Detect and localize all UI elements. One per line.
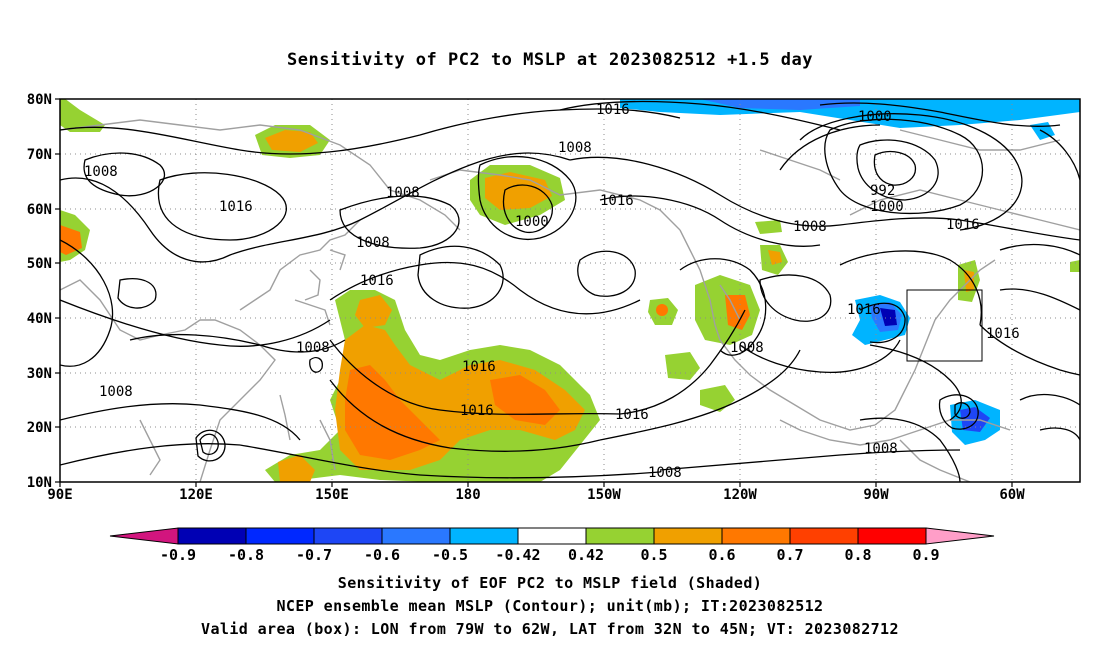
contour-label: 1000 bbox=[515, 214, 549, 230]
lat-label: 40N bbox=[27, 311, 52, 327]
colorbar-swatch bbox=[721, 527, 791, 545]
contour-label: 1008 bbox=[793, 219, 827, 235]
lon-label: 90W bbox=[863, 487, 889, 503]
colorbar-label: -0.5 bbox=[432, 546, 468, 564]
contour-label: 1008 bbox=[648, 465, 682, 481]
lat-label: 10N bbox=[27, 475, 52, 491]
colorbar-over-triangle bbox=[925, 527, 995, 545]
contour-label: 1008 bbox=[730, 340, 764, 356]
contour-label: 1008 bbox=[99, 384, 133, 400]
caption-shaded: Sensitivity of EOF PC2 to MSLP field (Sh… bbox=[337, 574, 763, 592]
colorbar-label: 0.8 bbox=[844, 546, 871, 564]
contour-label: 1016 bbox=[360, 273, 394, 289]
mslp-contours bbox=[60, 100, 1080, 482]
contour-label: 1016 bbox=[600, 193, 634, 209]
valid-area-box bbox=[906, 289, 983, 362]
map-frame bbox=[59, 98, 1081, 483]
lon-label: 90E bbox=[47, 487, 72, 503]
contour-label: 1008 bbox=[84, 164, 118, 180]
contour-label: 1000 bbox=[870, 199, 904, 215]
lon-label: 60W bbox=[999, 487, 1025, 503]
longitude-labels: 90E 120E 150E 180 150W 120W 90W 60W bbox=[47, 487, 1025, 503]
colorbar-label: -0.8 bbox=[228, 546, 264, 564]
lon-label: 150E bbox=[315, 487, 349, 503]
lat-label: 30N bbox=[27, 366, 52, 382]
caption-valid-area: Valid area (box): LON from 79W to 62W, L… bbox=[201, 620, 899, 638]
contour-label: 1016 bbox=[460, 403, 494, 419]
colorbar-swatch bbox=[381, 527, 451, 545]
lon-label: 150W bbox=[587, 487, 621, 503]
contour-label: 1008 bbox=[356, 235, 390, 251]
contour-label: 1000 bbox=[858, 109, 892, 125]
colorbar-swatch bbox=[653, 527, 723, 545]
colorbar-swatch bbox=[517, 527, 587, 545]
latitude-labels: 80N 70N 60N 50N 40N 30N 20N 10N bbox=[27, 92, 52, 491]
contour-label: 992 bbox=[870, 183, 895, 199]
contour-label: 1008 bbox=[296, 340, 330, 356]
contour-label: 1016 bbox=[596, 102, 630, 118]
contour-label: 1008 bbox=[558, 140, 592, 156]
colorbar-label: -0.7 bbox=[296, 546, 332, 564]
contour-label: 1016 bbox=[615, 407, 649, 423]
colorbar-label: 0.42 bbox=[568, 546, 604, 564]
colorbar-label: -0.9 bbox=[160, 546, 196, 564]
colorbar-swatch bbox=[857, 527, 927, 545]
colorbar-swatch bbox=[789, 527, 859, 545]
axis-ticks bbox=[55, 98, 1013, 487]
contour-label: 1016 bbox=[847, 302, 881, 318]
contour-label: 1008 bbox=[864, 441, 898, 457]
graticule bbox=[60, 99, 1080, 482]
lon-label: 120W bbox=[723, 487, 757, 503]
colorbar-label: 0.6 bbox=[708, 546, 735, 564]
colorbar-swatch bbox=[313, 527, 383, 545]
colorbar-label: 0.9 bbox=[912, 546, 939, 564]
colorbar-label: -0.6 bbox=[364, 546, 400, 564]
colorbar-under-triangle bbox=[109, 527, 179, 545]
colorbar-label: 0.7 bbox=[776, 546, 803, 564]
colorbar-swatch bbox=[245, 527, 315, 545]
colorbar: -0.9 -0.8 -0.7 -0.6 -0.5 -0.42 0.42 0.5 0.6 0.7 0.… bbox=[109, 527, 995, 564]
contour-label: 1016 bbox=[946, 217, 980, 233]
lat-label: 50N bbox=[27, 256, 52, 272]
caption-contour: NCEP ensemble mean MSLP (Contour); unit(… bbox=[276, 597, 824, 615]
contour-label: 1008 bbox=[386, 185, 420, 201]
contour-label: 1016 bbox=[219, 199, 253, 215]
colorbar-label: -0.42 bbox=[495, 546, 540, 564]
contour-label: 1016 bbox=[462, 359, 496, 375]
lat-label: 70N bbox=[27, 147, 52, 163]
lat-label: 60N bbox=[27, 202, 52, 218]
coastlines bbox=[60, 119, 1080, 482]
lat-label: 20N bbox=[27, 420, 52, 436]
colorbar-label: 0.5 bbox=[640, 546, 667, 564]
colorbar-swatch bbox=[177, 527, 247, 545]
lon-label: 120E bbox=[179, 487, 213, 503]
lat-label: 80N bbox=[27, 92, 52, 108]
contour-label: 1016 bbox=[986, 326, 1020, 342]
contour-labels: 1016 1000 1008 1008 1016 1008 1008 1000 … bbox=[84, 102, 1020, 481]
colorbar-swatch bbox=[449, 527, 519, 545]
lon-label: 180 bbox=[455, 487, 480, 503]
colorbar-swatch bbox=[585, 527, 655, 545]
chart-title: Sensitivity of PC2 to MSLP at 2023082512… bbox=[286, 50, 813, 70]
